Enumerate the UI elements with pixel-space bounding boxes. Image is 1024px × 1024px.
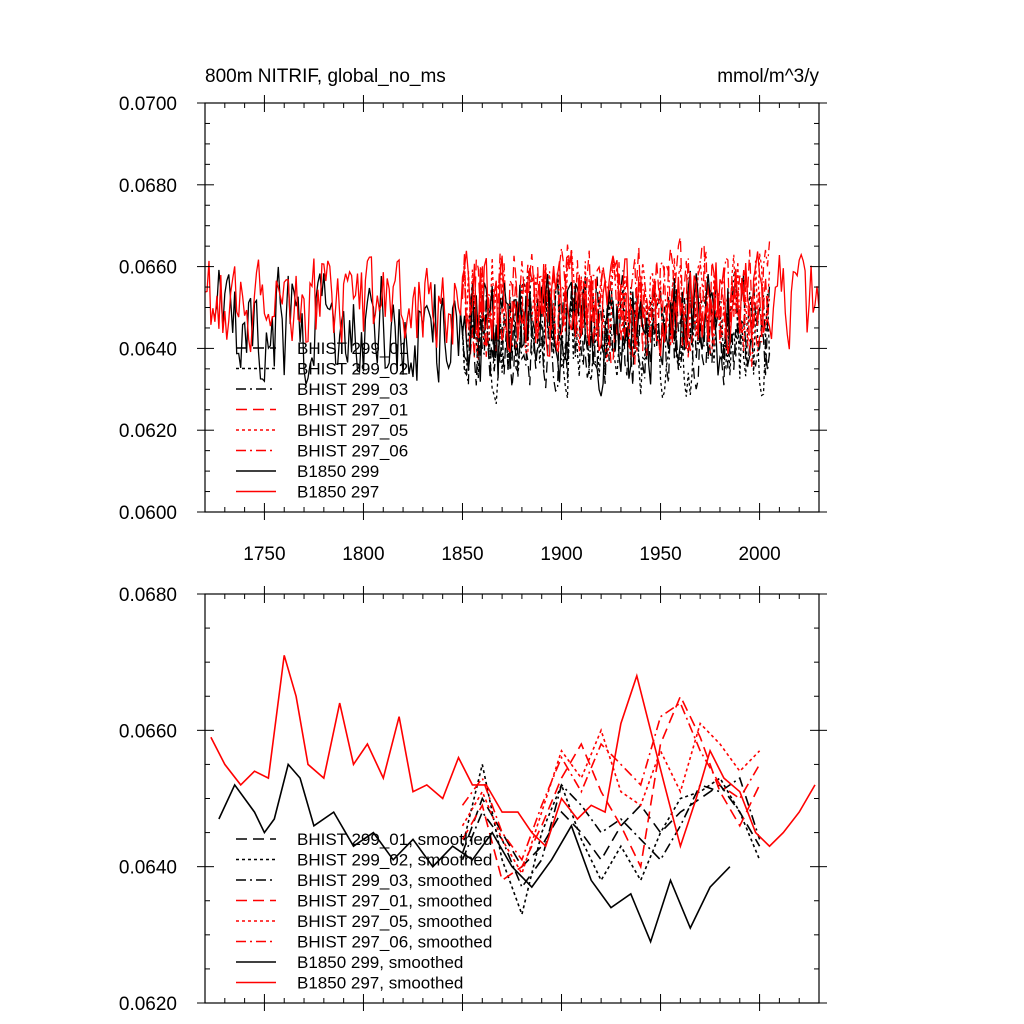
top-legend-label-bhist-299-01: BHIST 299_01 [297,339,408,358]
bottom-y-tick-label: 0.0680 [119,585,177,606]
bottom-panel: 0.0620 0.0640 0.0660 0.0680 BHIST 299_01, s… [119,585,827,1015]
top-legend-label-bhist-297-01: BHIST 297_01 [297,401,408,420]
top-axes: 1750 1800 1850 1900 1950 2000 0.0600 0.0620 0.06… [119,94,827,565]
top-legend-label-bhist-297-05: BHIST 297_05 [297,421,408,440]
bottom-series-line-bhist-297-06-smoothed [461,701,761,862]
bottom-series-lines [210,655,816,945]
top-x-tick-label: 1850 [441,544,483,565]
top-legend-label-b1850-299: B1850 299 [297,462,379,481]
top-x-tick-label: 2000 [738,544,780,565]
top-title-right: mmol/m^3/y [717,66,819,87]
top-series-lines [204,236,820,405]
bottom-legend-label-bhist-299-01-smoothed: BHIST 299_01, smoothed [297,830,492,849]
bottom-y-tick-label: 0.0660 [119,721,177,742]
bottom-series-line-bhist-297-05-smoothed [461,721,761,876]
top-x-tick-label: 1800 [342,544,384,565]
bottom-series-line-bhist-299-03-smoothed [461,776,761,889]
bottom-series-line-bhist-297-01-smoothed [461,694,761,882]
top-y-tick-label: 0.0660 [119,258,177,279]
top-legend-label-bhist-299-03: BHIST 299_03 [297,380,408,399]
bottom-legend-label-b1850-297-smoothed: B1850 297, smoothed [297,974,463,993]
bottom-legend-label-bhist-297-01-smoothed: BHIST 297_01, smoothed [297,892,492,911]
bottom-legend-label-bhist-299-02-smoothed: BHIST 299_02, smoothed [297,851,492,870]
top-x-tick-label: 1750 [243,544,285,565]
top-y-tick-label: 0.0680 [119,176,177,197]
bottom-series-line-bhist-299-01-smoothed [461,783,761,869]
bottom-series-line-b1850-299-smoothed [218,762,731,945]
bottom-legend-label-bhist-299-03-smoothed: BHIST 299_03, smoothed [297,871,492,890]
top-y-tick-label: 0.0640 [119,339,177,360]
top-x-tick-label: 1900 [540,544,582,565]
top-series-line-b1850-297 [204,250,820,357]
top-legend-label-bhist-297-06: BHIST 297_06 [297,442,408,461]
top-panel: 800m NITRIF, global_no_ms mmol/m^3/y 175… [119,66,827,565]
top-x-tick-label: 1950 [639,544,681,565]
bottom-legend-label-b1850-299-smoothed: B1850 299, smoothed [297,953,463,972]
bottom-y-tick-label: 0.0640 [119,858,177,879]
top-y-tick-label: 0.0620 [119,421,177,442]
bottom-y-tick-label: 0.0620 [119,994,177,1015]
top-y-tick-label: 0.0700 [119,94,177,115]
bottom-axes: 0.0620 0.0640 0.0660 0.0680 [119,585,827,1015]
top-title-left: 800m NITRIF, global_no_ms [205,66,446,87]
bottom-series-line-bhist-299-02-smoothed [461,764,761,918]
top-legend-label-bhist-299-02: BHIST 299_02 [297,360,408,379]
bottom-legend-label-bhist-297-05-smoothed: BHIST 297_05, smoothed [297,912,492,931]
bottom-legend: BHIST 299_01, smoothed BHIST 299_02, smoo… [236,830,492,993]
top-y-tick-label: 0.0600 [119,503,177,524]
bottom-series-line-b1850-297-smoothed [210,655,816,850]
bottom-legend-label-bhist-297-06-smoothed: BHIST 297_06, smoothed [297,933,492,952]
top-legend-label-b1850-297: B1850 297 [297,483,379,502]
top-series-line-b1850-299 [214,266,731,397]
